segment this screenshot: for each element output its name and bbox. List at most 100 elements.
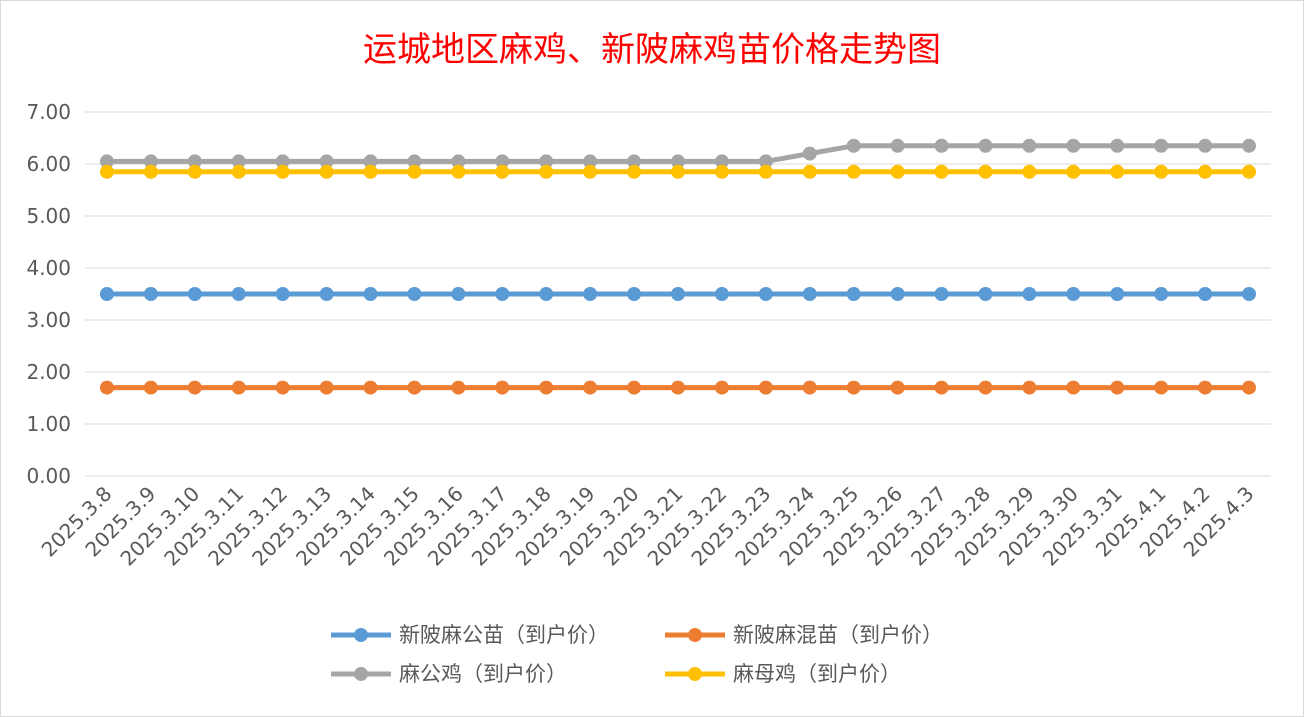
series-1 [99,287,1257,301]
data-point [627,380,642,395]
data-point [802,164,817,179]
y-tick-label: 5.00 [26,204,71,228]
data-point [758,154,773,169]
data-point [846,287,861,301]
data-point [802,146,817,161]
legend-label: 麻公鸡（到户价） [399,662,567,686]
data-point [671,380,685,395]
data-point [451,154,466,169]
data-point [451,380,466,395]
data-point [231,164,246,179]
data-point [495,287,510,301]
data-point [143,154,158,169]
data-point [978,287,993,301]
data-point [1110,164,1125,179]
data-point [846,380,861,395]
data-point [1022,138,1037,153]
legend-label: 新陂麻公苗（到户价） [399,623,609,647]
y-tick-label: 1.00 [26,412,71,436]
data-point [846,164,861,179]
data-point [1154,287,1169,301]
series-4 [99,164,1257,179]
y-tick-label: 4.00 [26,256,71,280]
legend-item[interactable]: 麻公鸡（到户价） [331,662,567,686]
data-point [187,154,202,169]
legend-item[interactable]: 新陂麻混苗（到户价） [665,623,943,647]
data-point [934,287,949,301]
data-point [99,164,114,179]
data-point [275,164,290,179]
data-point [1198,138,1213,153]
data-point [1066,380,1081,395]
y-axis-ticks: 0.00 1.00 2.00 3.00 4.00 5.00 6.00 7.00 [26,100,71,488]
data-point [1242,380,1257,395]
data-point [627,154,642,169]
data-point [934,138,949,153]
data-point [1110,138,1125,153]
data-point [627,164,642,179]
data-point [583,287,598,301]
y-tick-label: 7.00 [26,100,71,124]
data-point [1198,164,1213,179]
data-point [187,380,202,395]
data-point [319,164,334,179]
data-point [143,380,158,395]
data-point [1154,164,1169,179]
data-point [1110,287,1125,301]
data-point [539,380,554,395]
data-point [1154,138,1169,153]
data-point [934,164,949,179]
data-point [583,380,598,395]
legend-marker [688,628,702,642]
legend[interactable]: 新陂麻公苗（到户价） 新陂麻混苗（到户价） 麻公鸡（到户价） 麻母鸡（到户价） [331,623,943,686]
data-point [363,154,378,169]
data-point [363,164,378,179]
data-point [978,380,993,395]
data-point [451,287,466,301]
data-point [1198,380,1213,395]
data-point [978,138,993,153]
data-point [671,164,685,179]
legend-marker [354,628,368,642]
data-point [1242,287,1257,301]
series-3 [99,138,1257,169]
series-2 [99,380,1257,395]
legend-label: 新陂麻混苗（到户价） [733,623,943,647]
y-tick-label: 2.00 [26,360,71,384]
data-point [99,287,114,301]
data-point [758,287,773,301]
data-point [407,287,422,301]
data-point [1242,138,1257,153]
legend-marker [688,667,702,681]
data-point [275,154,290,169]
data-point [319,380,334,395]
data-point [890,164,905,179]
data-point [363,287,378,301]
data-point [671,287,685,301]
legend-label: 麻母鸡（到户价） [733,662,901,686]
y-tick-label: 6.00 [26,152,71,176]
data-point [1154,380,1169,395]
data-point [890,138,905,153]
legend-item[interactable]: 麻母鸡（到户价） [665,662,901,686]
data-point [1022,287,1037,301]
data-point [1066,287,1081,301]
data-point [671,154,685,169]
data-point [187,287,202,301]
data-point [714,154,729,169]
data-point [231,154,246,169]
data-point [1066,138,1081,153]
series-lines [99,138,1257,395]
data-point [1022,380,1037,395]
data-point [978,164,993,179]
legend-marker [354,667,368,681]
legend-item[interactable]: 新陂麻公苗（到户价） [331,623,609,647]
data-point [275,287,290,301]
data-point [407,164,422,179]
data-point [758,380,773,395]
data-point [99,154,114,169]
data-point [539,287,554,301]
data-point [714,287,729,301]
